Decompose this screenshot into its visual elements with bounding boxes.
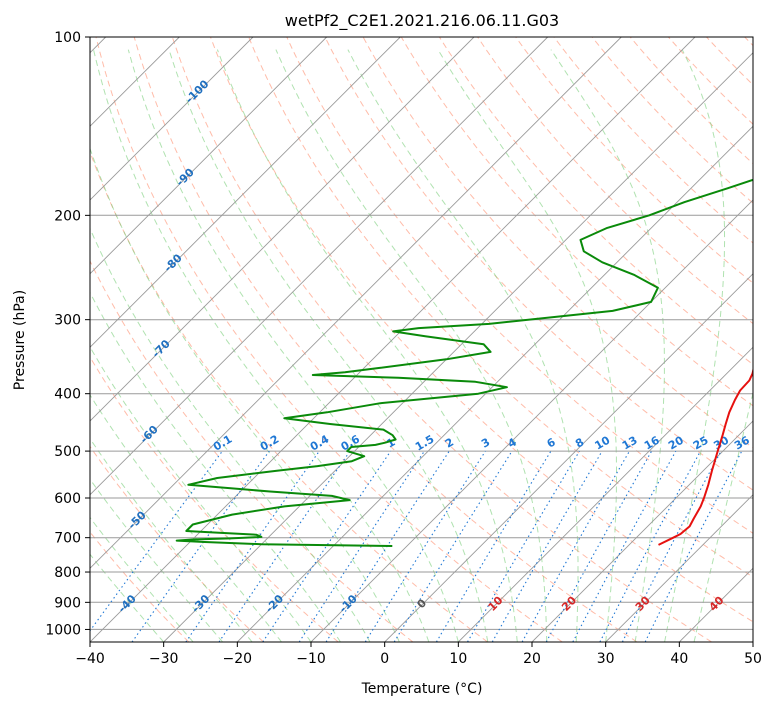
- y-tick-label: 200: [54, 208, 81, 224]
- isotherm-line: [605, 494, 753, 642]
- x-tick-label: −30: [149, 651, 179, 667]
- isotherm-line: [90, 37, 254, 201]
- isotherm-line: [310, 199, 753, 642]
- moist-adiabat-line: [437, 49, 617, 642]
- moist-adiabat-line: [90, 437, 253, 642]
- moist-adiabat-line: [216, 49, 518, 642]
- moist-adiabat-line: [93, 49, 430, 642]
- dry-adiabat-line: [324, 37, 753, 491]
- x-tick-label: 50: [744, 651, 762, 667]
- y-tick-label: 500: [54, 444, 81, 460]
- x-tick-label: −10: [296, 651, 326, 667]
- x-axis-title: Temperature (°C): [361, 681, 483, 697]
- moist-adiabat-line: [664, 49, 726, 642]
- moist-adiabat-line: [90, 478, 223, 642]
- isotherm-line: [384, 273, 753, 642]
- moist-adiabat-line: [275, 49, 548, 642]
- moist-adiabat-line: [550, 49, 665, 642]
- mixing-ratio-line: [599, 450, 701, 642]
- mixing-ratio-line: [393, 450, 513, 642]
- dry-adiabat-line: [171, 37, 712, 642]
- mixing-ratio-line: [325, 450, 450, 642]
- dry-adiabat-line: [515, 37, 753, 284]
- x-tick-label: 30: [597, 651, 615, 667]
- mixing-ratio-line: [435, 450, 552, 642]
- y-tick-label: 300: [54, 313, 81, 329]
- moist-adiabat-line: [90, 227, 371, 642]
- moist-adiabat-line: [127, 49, 459, 642]
- isotherm-line: [90, 37, 549, 496]
- mixing-ratio-line: [298, 450, 425, 642]
- isotherm-line: [163, 52, 753, 642]
- moist-adiabat-line: [90, 394, 282, 642]
- moist-adiabat-line: [347, 49, 579, 642]
- axes: −40 −30 −20 −10 0 10 20 30 40 50 100 200 300 400 500 60…: [45, 30, 762, 667]
- x-tick-label: 0: [380, 651, 389, 667]
- isotherm-line: [457, 346, 753, 642]
- mixing-ratio-line: [218, 450, 351, 642]
- x-tick-label: 40: [670, 651, 688, 667]
- y-tick-label: 600: [54, 491, 81, 507]
- dry-adiabat-line: [248, 37, 753, 578]
- y-tick-label: 700: [54, 531, 81, 547]
- plot-area: 0.1 0.2 0.4 0.6 1 1.5 2 3 4 6 8 10 13 16 20 25 30 36-100-…: [90, 37, 753, 642]
- y-tick-label: 400: [54, 387, 81, 403]
- y-tick-label: 900: [54, 595, 81, 611]
- isotherm-line: [236, 125, 753, 642]
- dry-adiabat-line: [286, 37, 753, 534]
- y-tick-label: 100: [54, 30, 81, 46]
- x-tick-label: −20: [223, 651, 253, 667]
- dry-adiabat-line: [90, 259, 414, 642]
- dry-adiabat-line: [90, 445, 264, 642]
- temperature-profile-line: [658, 366, 753, 546]
- y-tick-label: 1000: [45, 622, 81, 638]
- plot-frame: [89, 36, 754, 643]
- isotherm-line: [90, 37, 622, 569]
- moist-adiabat-line: [90, 516, 194, 642]
- dry-adiabat-line: [210, 37, 753, 623]
- moist-adiabat-line: [693, 390, 753, 642]
- x-tick-label: 20: [523, 651, 541, 667]
- mixing-ratio-line: [467, 450, 580, 642]
- dewpoint-profile-line: [175, 178, 753, 547]
- mixing-ratio-line: [364, 450, 486, 642]
- isotherm-line: [90, 37, 401, 348]
- isotherm-line: [90, 37, 328, 275]
- chart-title: wetPf2_C2E1.2021.216.06.11.G03: [285, 11, 559, 31]
- isotherm-line: [531, 420, 753, 642]
- isotherm-line: [90, 37, 475, 422]
- mixing-ratio-line: [262, 450, 392, 642]
- mixing-ratio-line: [572, 450, 677, 642]
- y-axis-title: Pressure (hPa): [12, 290, 28, 390]
- moist-adiabat-line: [168, 49, 489, 642]
- y-tick-label: 800: [54, 565, 81, 581]
- series-lines: [175, 178, 753, 547]
- mixing-ratio-line: [185, 450, 320, 642]
- x-tick-label: −40: [75, 651, 105, 667]
- moist-adiabat-line: [90, 553, 165, 642]
- dry-adiabat-line: [95, 37, 563, 642]
- x-tick-label: 10: [449, 651, 467, 667]
